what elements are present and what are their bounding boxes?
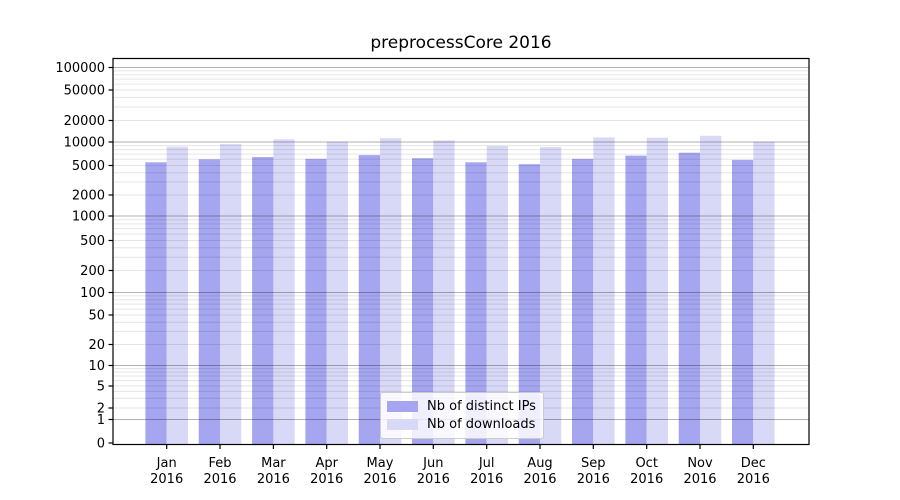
x-tick-label-jul: Jul bbox=[478, 456, 495, 471]
bar-downloads-oct bbox=[646, 137, 668, 445]
y-tick-label-20: 20 bbox=[88, 338, 105, 353]
bar-distinct-ips-apr bbox=[305, 158, 327, 445]
legend-label-distinct-ips: Nb of distinct IPs bbox=[427, 398, 536, 414]
y-tick-label-50000: 50000 bbox=[64, 84, 105, 99]
x-tick-label-year-sep: 2016 bbox=[577, 472, 610, 487]
y-tick-label-200: 200 bbox=[80, 264, 105, 279]
x-tick-label-may: May bbox=[367, 456, 394, 471]
legend-swatch-distinct-ips bbox=[387, 400, 418, 412]
x-tick-label-year-jun: 2016 bbox=[417, 472, 450, 487]
y-tick-label-5000: 5000 bbox=[72, 159, 105, 174]
x-tick-label-year-jul: 2016 bbox=[470, 472, 503, 487]
chart-title: preprocessCore 2016 bbox=[370, 33, 552, 53]
x-tick-label-year-nov: 2016 bbox=[683, 472, 716, 487]
y-tick-label-50: 50 bbox=[88, 309, 105, 324]
bar-distinct-ips-aug bbox=[518, 164, 540, 445]
bar-downloads-jun bbox=[433, 140, 455, 445]
y-tick-label-20000: 20000 bbox=[64, 114, 105, 129]
y-tick-label-1: 1 bbox=[97, 413, 105, 428]
bar-downloads-nov bbox=[700, 135, 722, 445]
x-tick-label-oct: Oct bbox=[635, 456, 657, 471]
y-tick-label-100000: 100000 bbox=[55, 61, 105, 76]
legend-item-downloads: Nb of downloads bbox=[387, 415, 537, 433]
bar-distinct-ips-jul bbox=[465, 162, 487, 445]
bar-downloads-jan bbox=[166, 146, 188, 445]
bar-downloads-sep bbox=[593, 137, 615, 445]
y-tick-label-10000: 10000 bbox=[64, 136, 105, 151]
x-tick-label-dec: Dec bbox=[741, 456, 766, 471]
y-tick-label-0: 0 bbox=[97, 437, 105, 452]
x-tick-label-year-oct: 2016 bbox=[630, 472, 663, 487]
x-tick-label-year-dec: 2016 bbox=[737, 472, 770, 487]
bar-distinct-ips-dec bbox=[732, 159, 754, 445]
bar-downloads-dec bbox=[753, 141, 775, 445]
y-tick-label-2: 2 bbox=[97, 402, 105, 417]
bar-downloads-jul bbox=[486, 146, 508, 445]
legend-label-downloads: Nb of downloads bbox=[427, 416, 536, 432]
x-tick-label-feb: Feb bbox=[208, 456, 231, 471]
y-tick-label-1000: 1000 bbox=[72, 210, 105, 225]
x-tick-label-apr: Apr bbox=[315, 456, 338, 471]
x-tick-label-year-may: 2016 bbox=[363, 472, 396, 487]
x-tick-label-year-feb: 2016 bbox=[203, 472, 236, 487]
x-tick-label-jun: Jun bbox=[422, 456, 443, 471]
bar-downloads-apr bbox=[326, 141, 348, 445]
bar-distinct-ips-jan bbox=[145, 162, 167, 445]
y-tick-label-500: 500 bbox=[80, 234, 105, 249]
bar-distinct-ips-jun bbox=[412, 158, 434, 445]
bar-downloads-may bbox=[380, 138, 402, 445]
bar-downloads-feb bbox=[220, 144, 242, 445]
x-tick-label-jan: Jan bbox=[156, 456, 177, 471]
y-tick-label-2000: 2000 bbox=[72, 189, 105, 204]
y-tick-label-5: 5 bbox=[97, 380, 105, 395]
x-tick-label-mar: Mar bbox=[261, 456, 286, 471]
bar-downloads-mar bbox=[273, 139, 295, 445]
bar-distinct-ips-oct bbox=[625, 155, 647, 445]
x-tick-label-sep: Sep bbox=[581, 456, 606, 471]
bar-distinct-ips-nov bbox=[678, 152, 700, 445]
x-tick-label-nov: Nov bbox=[687, 456, 713, 471]
bar-downloads-aug bbox=[540, 147, 562, 445]
legend: Nb of distinct IPs Nb of downloads bbox=[380, 392, 544, 439]
bar-distinct-ips-may bbox=[358, 155, 380, 445]
y-tick-label-100: 100 bbox=[80, 286, 105, 301]
legend-swatch-downloads bbox=[387, 418, 418, 430]
bar-distinct-ips-sep bbox=[572, 158, 594, 445]
x-tick-label-year-mar: 2016 bbox=[257, 472, 290, 487]
x-tick-label-aug: Aug bbox=[527, 456, 552, 471]
x-tick-label-year-aug: 2016 bbox=[523, 472, 556, 487]
y-tick-label-10: 10 bbox=[88, 359, 105, 374]
bar-distinct-ips-feb bbox=[198, 159, 220, 445]
x-tick-label-year-jan: 2016 bbox=[150, 472, 183, 487]
bar-distinct-ips-mar bbox=[252, 157, 274, 445]
plot-border bbox=[112, 57, 810, 446]
x-tick-label-year-apr: 2016 bbox=[310, 472, 343, 487]
legend-item-distinct-ips: Nb of distinct IPs bbox=[387, 397, 537, 415]
